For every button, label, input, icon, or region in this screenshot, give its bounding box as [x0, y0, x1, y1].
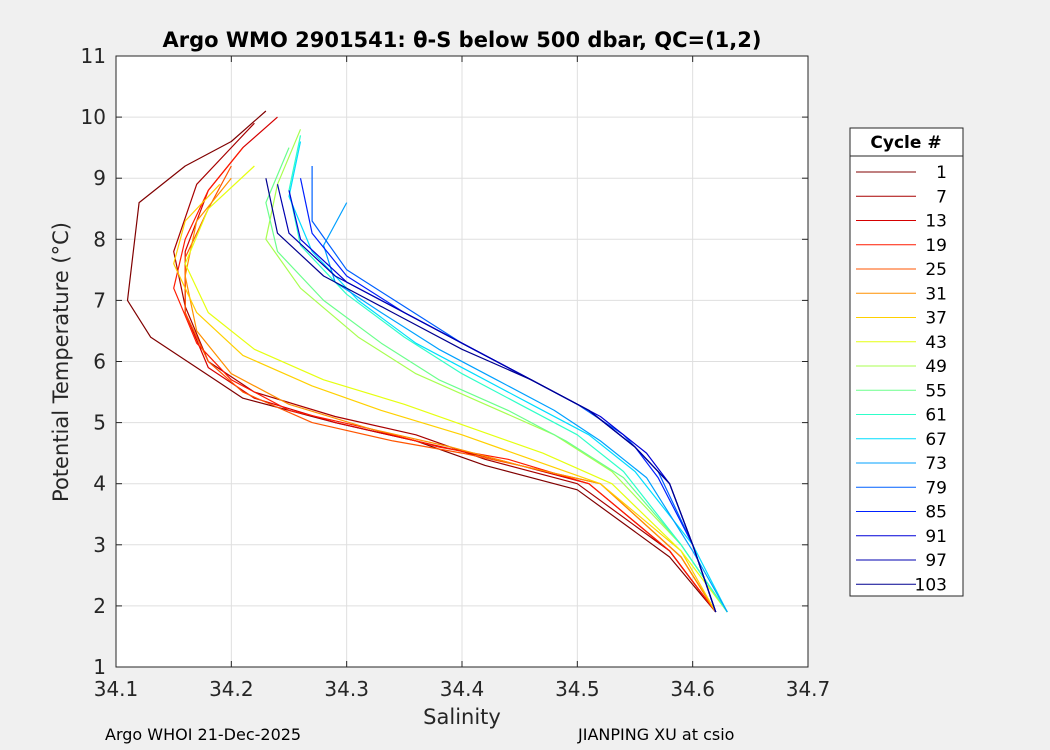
y-tick-label: 5 [93, 411, 106, 435]
y-tick-label: 10 [81, 105, 106, 129]
x-tick-label: 34.1 [94, 677, 139, 701]
footer-left-text: Argo WHOI 21-Dec-2025 [105, 725, 302, 744]
legend-label-97: 97 [925, 551, 947, 571]
series-line-cycle-37 [173, 183, 717, 613]
x-tick-label: 34.3 [324, 677, 369, 701]
y-tick-label: 8 [93, 227, 106, 251]
series-group [126, 110, 728, 613]
legend-label-85: 85 [925, 503, 947, 523]
legend-label-73: 73 [925, 454, 947, 474]
y-tick-label: 6 [93, 350, 106, 374]
footer-right-text: JIANPING XU at csio [578, 725, 735, 744]
legend-label-67: 67 [925, 430, 947, 450]
x-tick-label: 34.4 [440, 677, 485, 701]
legend-label-79: 79 [925, 478, 947, 498]
legend-label-49: 49 [925, 357, 947, 377]
legend-label-103: 103 [915, 575, 947, 595]
y-tick-label: 11 [81, 44, 106, 68]
legend-label-37: 37 [925, 309, 947, 329]
series-line-cycle-67 [288, 141, 728, 613]
legend-label-7: 7 [936, 187, 947, 207]
chart-title: Argo WMO 2901541: θ-S below 500 dbar, QC… [163, 28, 762, 52]
legend-label-55: 55 [925, 381, 947, 401]
legend: Cycle # 1 7 13 19 25 31 37 43 49 55 61 67 73 79 85 91 97… [849, 127, 964, 597]
series-line-cycle-73 [323, 202, 728, 613]
x-axis-label: Salinity [423, 705, 501, 729]
y-axis-label: Potential Temperature (°C) [49, 222, 73, 502]
legend-label-25: 25 [925, 260, 947, 280]
series-line-cycle-1 [126, 110, 717, 613]
legend-box [849, 127, 964, 597]
legend-items: 1 7 13 19 25 31 37 43 49 55 61 67 73 79 85 91 97 103 [856, 163, 947, 595]
y-tick-label: 2 [93, 594, 106, 618]
series-line-cycle-103 [265, 178, 717, 613]
x-tick-label: 34.5 [555, 677, 600, 701]
x-tick-label: 34.7 [786, 677, 831, 701]
series-line-cycle-55 [265, 147, 728, 613]
legend-label-43: 43 [925, 333, 947, 353]
x-tick-label: 34.2 [209, 677, 254, 701]
legend-label-31: 31 [925, 284, 947, 304]
y-tick-label: 7 [93, 288, 106, 312]
legend-title: Cycle # [870, 133, 941, 153]
y-tick-label: 9 [93, 166, 106, 190]
y-tick-label: 1 [93, 655, 106, 679]
series-line-cycle-61 [288, 135, 728, 613]
axis-ticks: 34.1 34.2 34.3 34.4 34.5 34.6 34.7 1 2 3 4 5 6 7 8 9 10 1… [81, 44, 831, 701]
series-line-cycle-43 [184, 165, 728, 613]
series-line-cycle-19 [173, 147, 717, 613]
y-tick-label: 4 [93, 472, 106, 496]
x-tick-label: 34.6 [670, 677, 715, 701]
legend-label-1: 1 [936, 163, 947, 183]
legend-label-91: 91 [925, 527, 947, 547]
legend-label-19: 19 [925, 236, 947, 256]
legend-label-61: 61 [925, 406, 947, 426]
legend-label-13: 13 [925, 212, 947, 232]
y-tick-label: 3 [93, 533, 106, 557]
